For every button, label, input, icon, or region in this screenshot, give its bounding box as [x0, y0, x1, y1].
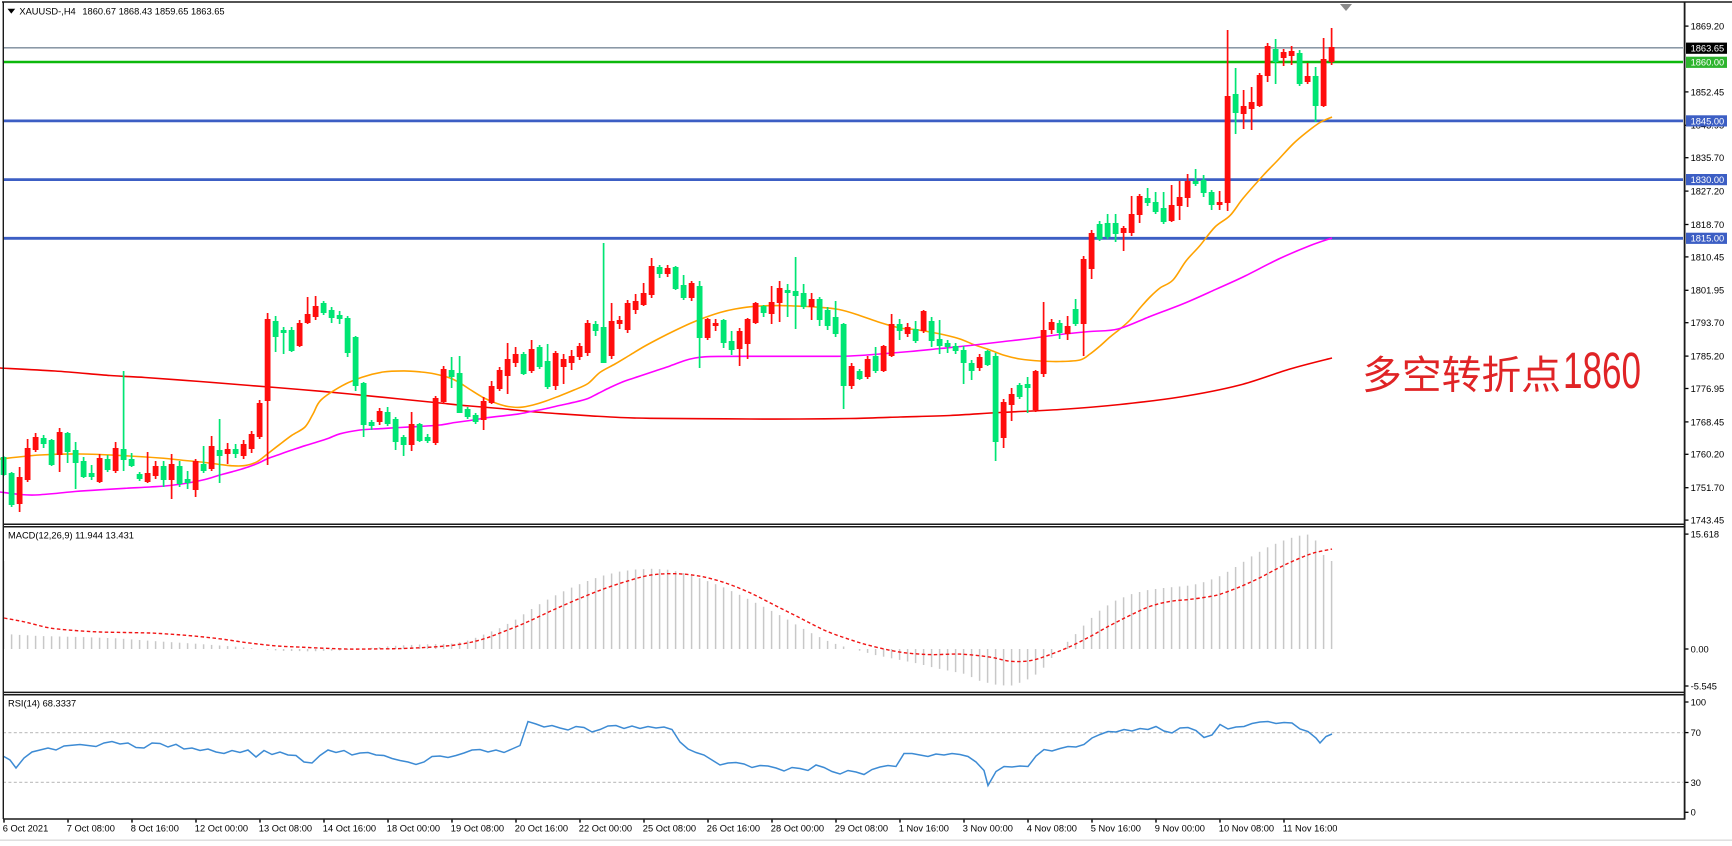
- svg-text:1810.45: 1810.45: [1691, 252, 1725, 262]
- svg-text:14 Oct 16:00: 14 Oct 16:00: [323, 823, 376, 833]
- svg-text:1801.95: 1801.95: [1691, 286, 1725, 296]
- svg-text:1827.20: 1827.20: [1691, 187, 1725, 197]
- svg-text:1 Nov 16:00: 1 Nov 16:00: [899, 823, 949, 833]
- svg-text:0.00: 0.00: [1691, 644, 1709, 654]
- svg-text:9 Nov 00:00: 9 Nov 00:00: [1155, 823, 1205, 833]
- svg-text:70: 70: [1691, 728, 1701, 738]
- svg-text:4 Nov 08:00: 4 Nov 08:00: [1027, 823, 1077, 833]
- svg-text:25 Oct 08:00: 25 Oct 08:00: [643, 823, 696, 833]
- svg-text:11 Nov 16:00: 11 Nov 16:00: [1283, 823, 1338, 833]
- svg-text:29 Oct 08:00: 29 Oct 08:00: [835, 823, 888, 833]
- svg-text:1869.20: 1869.20: [1691, 22, 1725, 32]
- svg-text:100: 100: [1691, 697, 1707, 707]
- svg-text:1768.45: 1768.45: [1691, 417, 1725, 427]
- svg-text:1845.00: 1845.00: [1691, 116, 1725, 126]
- svg-text:28 Oct 00:00: 28 Oct 00:00: [771, 823, 824, 833]
- svg-text:30: 30: [1691, 778, 1701, 788]
- svg-text:12 Oct 00:00: 12 Oct 00:00: [195, 823, 248, 833]
- svg-text:1760.20: 1760.20: [1691, 450, 1725, 460]
- svg-text:XAUUSD-,H4: XAUUSD-,H4: [19, 7, 75, 17]
- svg-text:7 Oct 08:00: 7 Oct 08:00: [67, 823, 115, 833]
- svg-text:0: 0: [1691, 808, 1696, 818]
- svg-text:1776.95: 1776.95: [1691, 384, 1725, 394]
- svg-text:1860.00: 1860.00: [1691, 58, 1725, 68]
- svg-text:26 Oct 16:00: 26 Oct 16:00: [707, 823, 760, 833]
- svg-text:1860.67 1868.43 1859.65 1863.6: 1860.67 1868.43 1859.65 1863.65: [82, 7, 224, 17]
- svg-text:1793.70: 1793.70: [1691, 318, 1725, 328]
- svg-text:1863.65: 1863.65: [1691, 44, 1725, 54]
- svg-text:1751.70: 1751.70: [1691, 483, 1725, 493]
- svg-text:5 Nov 16:00: 5 Nov 16:00: [1091, 823, 1141, 833]
- svg-text:RSI(14) 68.3337: RSI(14) 68.3337: [8, 699, 76, 709]
- svg-text:1743.45: 1743.45: [1691, 516, 1725, 526]
- svg-text:19 Oct 08:00: 19 Oct 08:00: [451, 823, 504, 833]
- svg-text:13 Oct 08:00: 13 Oct 08:00: [259, 823, 312, 833]
- svg-text:1815.00: 1815.00: [1691, 234, 1725, 244]
- svg-text:8 Oct 16:00: 8 Oct 16:00: [131, 823, 179, 833]
- svg-text:1835.70: 1835.70: [1691, 153, 1725, 163]
- svg-text:1830.00: 1830.00: [1691, 175, 1725, 185]
- svg-text:22 Oct 00:00: 22 Oct 00:00: [579, 823, 632, 833]
- svg-text:1860: 1860: [1563, 342, 1641, 399]
- svg-text:18 Oct 00:00: 18 Oct 00:00: [387, 823, 440, 833]
- svg-text:1818.70: 1818.70: [1691, 220, 1725, 230]
- svg-text:1852.45: 1852.45: [1691, 87, 1725, 97]
- svg-text:3 Nov 00:00: 3 Nov 00:00: [963, 823, 1013, 833]
- svg-text:6 Oct 2021: 6 Oct 2021: [3, 823, 48, 833]
- svg-text:-5.545: -5.545: [1691, 681, 1717, 691]
- svg-text:MACD(12,26,9) 11.944 13.431: MACD(12,26,9) 11.944 13.431: [8, 531, 134, 541]
- svg-text:20 Oct 16:00: 20 Oct 16:00: [515, 823, 568, 833]
- svg-text:1785.20: 1785.20: [1691, 352, 1725, 362]
- svg-text:10 Nov 08:00: 10 Nov 08:00: [1219, 823, 1274, 833]
- svg-text:15.618: 15.618: [1691, 530, 1719, 540]
